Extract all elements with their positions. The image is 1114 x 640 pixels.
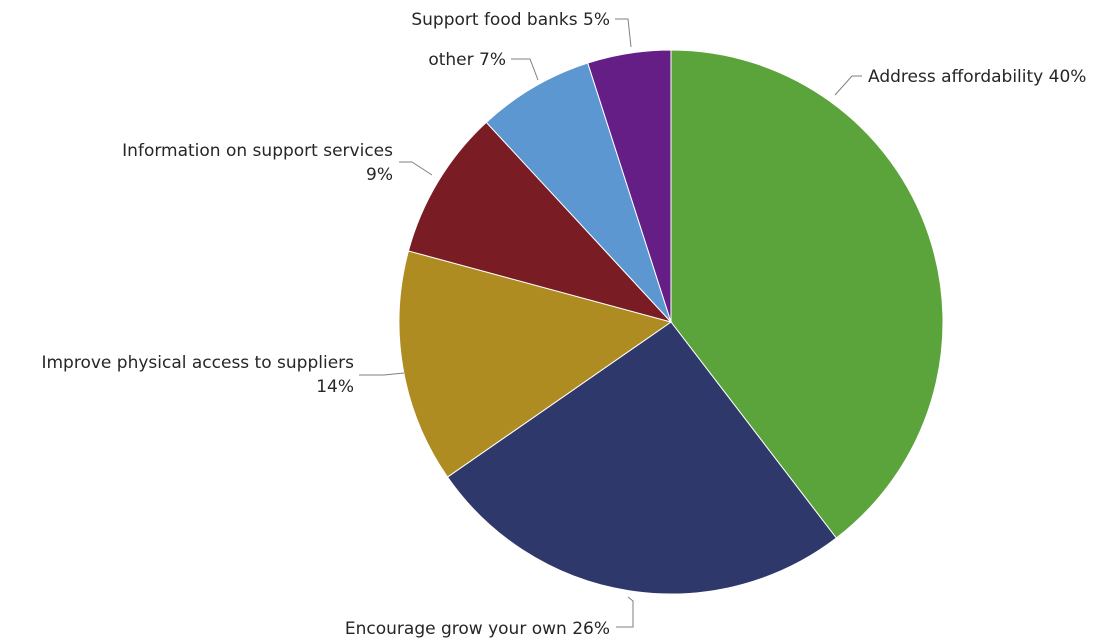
data-label-information-on-support-services: Information on support services 9% [122, 141, 393, 185]
data-label-address-affordability: Address affordability 40% [868, 67, 1086, 87]
pie-data-labels: Address affordability 40% Encourage grow … [41, 10, 1086, 639]
pie-leader-lines [359, 18, 862, 628]
leader-line-encourage-grow-your-own [616, 596, 634, 628]
pie-slice-information-on-support-services [407, 121, 673, 323]
data-label-encourage-grow-your-own: Encourage grow your own 26% [345, 619, 610, 639]
data-label-support-food-banks: Support food banks 5% [411, 10, 610, 30]
leader-line-support-food-banks [615, 18, 632, 48]
leader-line-information-on-support-services [399, 161, 433, 176]
pie-slices [398, 49, 944, 595]
pie-slice-encourage-grow-your-own [446, 321, 838, 595]
data-label-improve-physical-access-to-suppliers: Improve physical access to suppliers 14% [41, 353, 354, 397]
leader-line-improve-physical-access-to-suppliers [359, 372, 405, 376]
pie-slice-support-food-banks [587, 49, 672, 323]
data-label-other: other 7% [428, 50, 506, 70]
pie-slice-other [485, 62, 672, 323]
pie-slice-improve-physical-access-to-suppliers [398, 250, 673, 478]
leader-line-other [511, 58, 539, 81]
pie-slice-address-affordability [670, 49, 944, 539]
leader-line-address-affordability [834, 75, 862, 96]
